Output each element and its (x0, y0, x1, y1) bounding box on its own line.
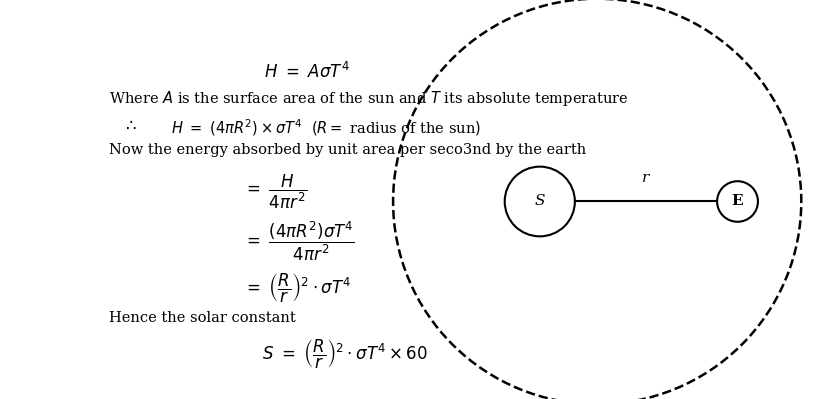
Text: Now the energy absorbed by unit area per seco3nd by the earth: Now the energy absorbed by unit area per… (109, 143, 587, 157)
Ellipse shape (717, 181, 758, 222)
Text: S: S (534, 194, 545, 209)
Text: Where $A$ is the surface area of the sun and $T$ its absolute temperature: Where $A$ is the surface area of the sun… (109, 89, 629, 109)
Text: $= \ \dfrac{(4\pi R^2)\sigma T^4}{4\pi r^2}$: $= \ \dfrac{(4\pi R^2)\sigma T^4}{4\pi r… (244, 220, 355, 263)
Text: Hence the solar constant: Hence the solar constant (109, 310, 296, 324)
Text: $H \ = \ (4\pi R^2) \times \sigma T^4 \ \ (R =$ radius of the sun$)$: $H \ = \ (4\pi R^2) \times \sigma T^4 \ … (171, 117, 481, 138)
Text: $= \ \left(\dfrac{R}{r}\right)^2 \cdot \sigma T^4$: $= \ \left(\dfrac{R}{r}\right)^2 \cdot \… (244, 272, 351, 305)
Text: $S \ = \ \left(\dfrac{R}{r}\right)^2 \cdot \sigma T^4 \times 60$: $S \ = \ \left(\dfrac{R}{r}\right)^2 \cd… (263, 338, 428, 371)
Text: $H \ = \ A\sigma T^4$: $H \ = \ A\sigma T^4$ (264, 62, 350, 82)
Text: $\therefore$: $\therefore$ (122, 117, 137, 134)
Text: E: E (732, 194, 743, 209)
Ellipse shape (504, 167, 575, 236)
Text: r: r (643, 171, 649, 185)
Text: $= \ \dfrac{H}{4\pi r^2}$: $= \ \dfrac{H}{4\pi r^2}$ (244, 172, 307, 211)
